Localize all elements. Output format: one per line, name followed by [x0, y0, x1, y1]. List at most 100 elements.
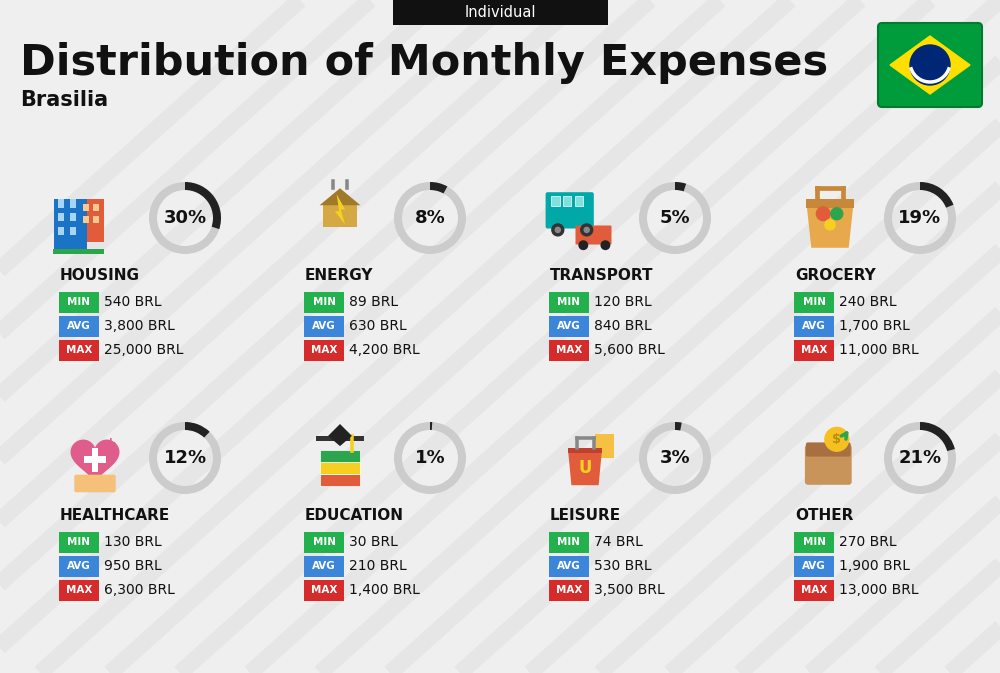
FancyBboxPatch shape	[92, 448, 98, 472]
Text: AVG: AVG	[802, 561, 826, 571]
Text: HEALTHCARE: HEALTHCARE	[60, 509, 170, 524]
Polygon shape	[328, 424, 352, 446]
Text: +: +	[104, 435, 116, 450]
Wedge shape	[639, 182, 711, 254]
FancyBboxPatch shape	[80, 199, 104, 242]
Polygon shape	[890, 36, 970, 94]
FancyBboxPatch shape	[52, 248, 104, 254]
Polygon shape	[806, 201, 854, 248]
FancyBboxPatch shape	[549, 340, 589, 361]
Text: MIN: MIN	[802, 537, 826, 547]
FancyBboxPatch shape	[806, 199, 854, 208]
FancyBboxPatch shape	[546, 192, 594, 229]
Text: 89 BRL: 89 BRL	[349, 295, 398, 309]
Text: MIN: MIN	[558, 297, 580, 307]
Wedge shape	[884, 422, 956, 494]
Wedge shape	[884, 182, 956, 254]
FancyBboxPatch shape	[320, 474, 360, 486]
Text: MAX: MAX	[311, 345, 337, 355]
FancyBboxPatch shape	[59, 340, 99, 361]
FancyBboxPatch shape	[320, 462, 360, 474]
Text: 30 BRL: 30 BRL	[349, 535, 398, 549]
Circle shape	[825, 427, 849, 451]
FancyBboxPatch shape	[83, 205, 89, 211]
FancyBboxPatch shape	[304, 532, 344, 553]
Text: HOUSING: HOUSING	[60, 269, 140, 283]
Text: ENERGY: ENERGY	[305, 269, 374, 283]
FancyBboxPatch shape	[878, 23, 982, 107]
Wedge shape	[675, 422, 682, 431]
Text: 21%: 21%	[898, 449, 942, 467]
Text: AVG: AVG	[67, 321, 91, 331]
FancyBboxPatch shape	[549, 316, 589, 337]
Text: AVG: AVG	[312, 561, 336, 571]
Text: 4,200 BRL: 4,200 BRL	[349, 343, 420, 357]
FancyBboxPatch shape	[575, 196, 583, 206]
Text: MAX: MAX	[801, 345, 827, 355]
Text: 270 BRL: 270 BRL	[839, 535, 897, 549]
Circle shape	[552, 224, 564, 236]
Text: 1,700 BRL: 1,700 BRL	[839, 319, 910, 333]
Text: 1,900 BRL: 1,900 BRL	[839, 559, 910, 573]
Circle shape	[555, 227, 560, 232]
FancyBboxPatch shape	[576, 225, 612, 244]
FancyBboxPatch shape	[59, 316, 99, 337]
Text: 3,800 BRL: 3,800 BRL	[104, 319, 175, 333]
Text: 630 BRL: 630 BRL	[349, 319, 407, 333]
Text: 950 BRL: 950 BRL	[104, 559, 162, 573]
FancyBboxPatch shape	[794, 340, 834, 361]
FancyBboxPatch shape	[794, 316, 834, 337]
FancyBboxPatch shape	[568, 448, 602, 453]
Text: 3,500 BRL: 3,500 BRL	[594, 583, 665, 597]
Text: MAX: MAX	[66, 585, 92, 595]
Polygon shape	[316, 436, 364, 441]
FancyBboxPatch shape	[794, 556, 834, 577]
FancyBboxPatch shape	[549, 532, 589, 553]
Text: 25,000 BRL: 25,000 BRL	[104, 343, 184, 357]
FancyBboxPatch shape	[794, 292, 834, 313]
Wedge shape	[920, 422, 955, 451]
Text: MAX: MAX	[801, 585, 827, 595]
FancyBboxPatch shape	[806, 442, 851, 456]
Text: MAX: MAX	[66, 345, 92, 355]
Text: 120 BRL: 120 BRL	[594, 295, 652, 309]
Wedge shape	[394, 182, 466, 254]
Polygon shape	[568, 450, 602, 485]
Text: 240 BRL: 240 BRL	[839, 295, 897, 309]
FancyBboxPatch shape	[93, 205, 99, 211]
Text: 5%: 5%	[660, 209, 690, 227]
Circle shape	[816, 207, 830, 221]
FancyBboxPatch shape	[304, 292, 344, 313]
FancyBboxPatch shape	[59, 532, 99, 553]
Wedge shape	[185, 422, 210, 437]
Text: 13,000 BRL: 13,000 BRL	[839, 583, 919, 597]
Text: Brasilia: Brasilia	[20, 90, 108, 110]
Text: Distribution of Monthly Expenses: Distribution of Monthly Expenses	[20, 42, 828, 84]
FancyBboxPatch shape	[58, 227, 64, 235]
Text: MIN: MIN	[312, 297, 336, 307]
Text: 11,000 BRL: 11,000 BRL	[839, 343, 919, 357]
Wedge shape	[430, 422, 432, 430]
FancyBboxPatch shape	[59, 292, 99, 313]
Circle shape	[579, 241, 588, 250]
FancyBboxPatch shape	[549, 580, 589, 601]
Text: 12%: 12%	[163, 449, 207, 467]
FancyBboxPatch shape	[805, 445, 852, 485]
Circle shape	[584, 227, 589, 232]
FancyBboxPatch shape	[304, 316, 344, 337]
Text: MAX: MAX	[556, 585, 582, 595]
Text: 210 BRL: 210 BRL	[349, 559, 407, 573]
Text: MIN: MIN	[68, 297, 90, 307]
FancyBboxPatch shape	[59, 580, 99, 601]
Polygon shape	[71, 440, 119, 483]
FancyBboxPatch shape	[58, 213, 64, 221]
Polygon shape	[320, 188, 360, 205]
Text: 6,300 BRL: 6,300 BRL	[104, 583, 175, 597]
Text: 5,600 BRL: 5,600 BRL	[594, 343, 665, 357]
Text: 1%: 1%	[415, 449, 445, 467]
FancyBboxPatch shape	[393, 0, 608, 25]
Text: LEISURE: LEISURE	[550, 509, 621, 524]
Text: 3%: 3%	[660, 449, 690, 467]
FancyBboxPatch shape	[563, 196, 571, 206]
Text: 840 BRL: 840 BRL	[594, 319, 652, 333]
